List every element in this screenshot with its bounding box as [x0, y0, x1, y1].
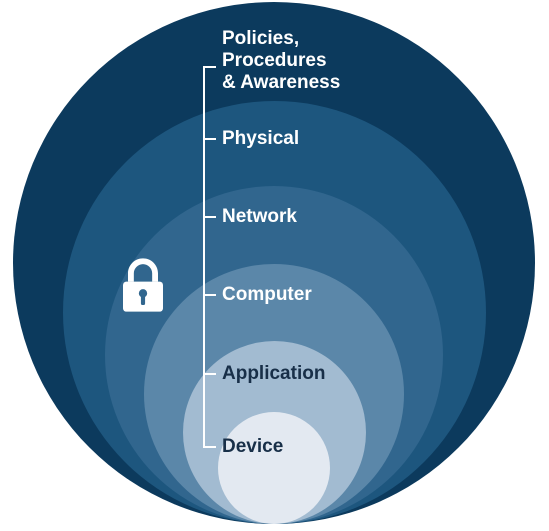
- ring-5: [218, 412, 330, 524]
- layer-label-1: Physical: [222, 128, 299, 150]
- layer-label-4: Application: [222, 363, 325, 385]
- connector-tick-3: [203, 294, 216, 296]
- connector-tick-4: [203, 373, 216, 375]
- layer-label-0: Policies, Procedures & Awareness: [222, 28, 340, 94]
- connector-tick-0: [203, 66, 216, 68]
- diagram-stage: { "diagram": { "type": "nested-circles",…: [0, 0, 549, 531]
- connector-vertical: [203, 66, 205, 448]
- layer-label-3: Computer: [222, 284, 312, 306]
- layer-label-2: Network: [222, 206, 297, 228]
- lock-icon: [113, 255, 173, 315]
- layer-label-5: Device: [222, 436, 283, 458]
- connector-tick-5: [203, 446, 216, 448]
- connector-tick-2: [203, 216, 216, 218]
- connector-tick-1: [203, 138, 216, 140]
